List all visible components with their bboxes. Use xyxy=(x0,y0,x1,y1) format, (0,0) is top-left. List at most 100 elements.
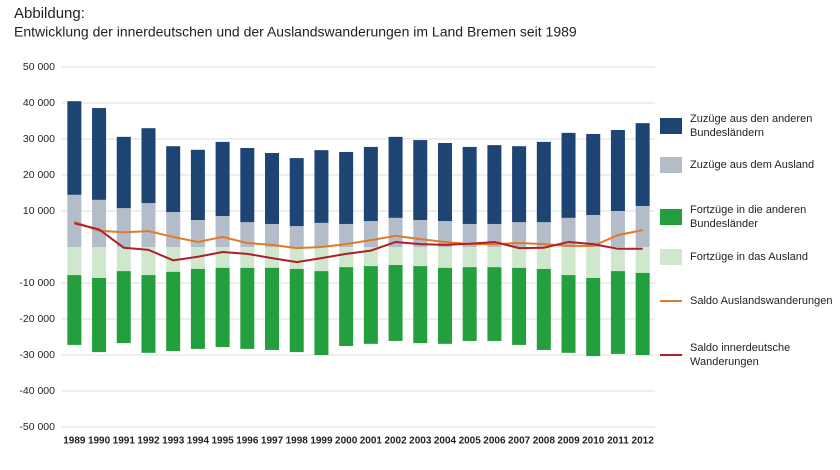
y-tick-label: -10 000 xyxy=(19,277,55,289)
bar-segment xyxy=(363,221,378,247)
bar-segment xyxy=(462,247,477,268)
x-tick-label: 2008 xyxy=(533,436,556,447)
bar-segment xyxy=(240,222,255,247)
y-tick-label: 50 000 xyxy=(23,61,55,73)
x-tick-label: 2010 xyxy=(582,436,605,447)
x-tick-label: 2009 xyxy=(557,436,580,447)
bar-segment xyxy=(67,194,82,247)
x-tick-label: 2011 xyxy=(607,436,629,447)
legend-label: Zuzüge aus den anderen Bundesländern xyxy=(690,113,813,139)
bar-segment xyxy=(462,146,477,224)
bar-segment xyxy=(92,108,107,200)
bar-segment xyxy=(437,267,452,344)
x-tick-label: 1991 xyxy=(113,436,136,447)
x-tick-label: 2007 xyxy=(508,436,531,447)
bar-segment xyxy=(388,247,403,265)
legend-swatch xyxy=(660,209,682,225)
bar-segment xyxy=(92,247,107,278)
legend-swatch xyxy=(660,354,682,356)
bar-segment xyxy=(116,208,131,247)
x-tick-label: 2005 xyxy=(459,436,482,447)
bar-segment xyxy=(462,267,477,341)
x-tick-label: 1997 xyxy=(261,436,284,447)
bar-segment xyxy=(586,133,601,215)
bar-segment xyxy=(339,151,354,224)
bar-segment xyxy=(190,268,205,349)
bar-segment xyxy=(388,217,403,247)
x-tick-label: 1999 xyxy=(310,436,333,447)
bar-segment xyxy=(487,247,502,268)
bar-segment xyxy=(314,150,329,223)
bar-segment xyxy=(536,222,551,247)
line-series xyxy=(74,222,643,264)
x-tick-label: 2001 xyxy=(360,436,383,447)
bar-segment xyxy=(363,266,378,344)
y-tick-label: -50 000 xyxy=(19,421,55,433)
legend-label: Zuzüge aus dem Ausland xyxy=(690,159,815,171)
legend-item: Zuzüge aus den anderen Bundesländern xyxy=(660,112,838,140)
bar-segment xyxy=(67,275,82,345)
bar-segment xyxy=(536,268,551,350)
bar-segment xyxy=(388,136,403,218)
chart-title: Abbildung: xyxy=(14,5,85,22)
x-tick-label: 2002 xyxy=(384,436,407,447)
legend-item: Zuzüge aus dem Ausland xyxy=(660,157,838,173)
y-tick-label: 10 000 xyxy=(23,205,55,217)
bar-segment xyxy=(437,221,452,247)
bar-segment xyxy=(240,247,255,268)
bar-segment xyxy=(240,148,255,223)
bar-segment xyxy=(265,267,280,350)
legend-swatch xyxy=(660,118,682,134)
bar-segment xyxy=(413,266,428,344)
bar-segment xyxy=(166,146,181,213)
y-tick-label: 40 000 xyxy=(23,97,55,109)
x-tick-label: 2004 xyxy=(434,436,457,447)
bar-segment xyxy=(635,123,650,206)
bar-segment xyxy=(512,267,527,345)
legend: Zuzüge aus den anderen Bundesländern Zuzü… xyxy=(660,0,840,470)
legend-item: Fortzüge in die anderen Bundesländer xyxy=(660,203,838,231)
legend-label: Saldo Auslandswanderungen xyxy=(690,295,833,307)
bar-segment xyxy=(289,226,304,247)
y-tick-label: 20 000 xyxy=(23,169,55,181)
bar-segment xyxy=(388,265,403,341)
x-tick-label: 1993 xyxy=(162,436,185,447)
chart-subtitle: Entwicklung der innerdeutschen und der A… xyxy=(14,24,577,40)
bar-segment xyxy=(215,141,230,217)
y-tick-label: 30 000 xyxy=(23,133,55,145)
bar-segment xyxy=(92,277,107,353)
bar-segment xyxy=(561,275,576,353)
bar-segment xyxy=(610,211,625,247)
bar-segment xyxy=(536,247,551,269)
y-tick-label: -30 000 xyxy=(19,349,55,361)
bar-segment xyxy=(314,271,329,355)
bar-segment xyxy=(437,142,452,222)
bar-segment xyxy=(561,247,576,276)
bar-segment xyxy=(487,267,502,341)
x-tick-label: 2003 xyxy=(409,436,432,447)
bar-segment xyxy=(561,217,576,247)
bar-segment xyxy=(610,271,625,354)
bar-segment xyxy=(265,223,280,247)
bar-segment xyxy=(339,267,354,346)
bar-segment xyxy=(586,214,601,247)
bar-segment xyxy=(610,247,625,272)
bar-segment xyxy=(215,247,230,268)
bar-segment xyxy=(116,136,131,209)
bar-segment xyxy=(536,141,551,223)
bar-segment xyxy=(512,222,527,247)
bar-segment xyxy=(487,145,502,224)
bar-segment xyxy=(141,247,156,276)
bar-segment xyxy=(141,203,156,247)
bar-segment xyxy=(215,267,230,348)
bar-segment xyxy=(462,223,477,247)
x-tick-label: 2000 xyxy=(335,436,358,447)
legend-label: Fortzüge in das Ausland xyxy=(690,251,809,263)
bar-segment xyxy=(289,247,304,269)
legend-item: Saldo innerdeutsche Wanderungen xyxy=(660,341,838,369)
line-series xyxy=(74,220,643,250)
legend-swatch xyxy=(660,157,682,173)
bar-segment xyxy=(363,146,378,222)
